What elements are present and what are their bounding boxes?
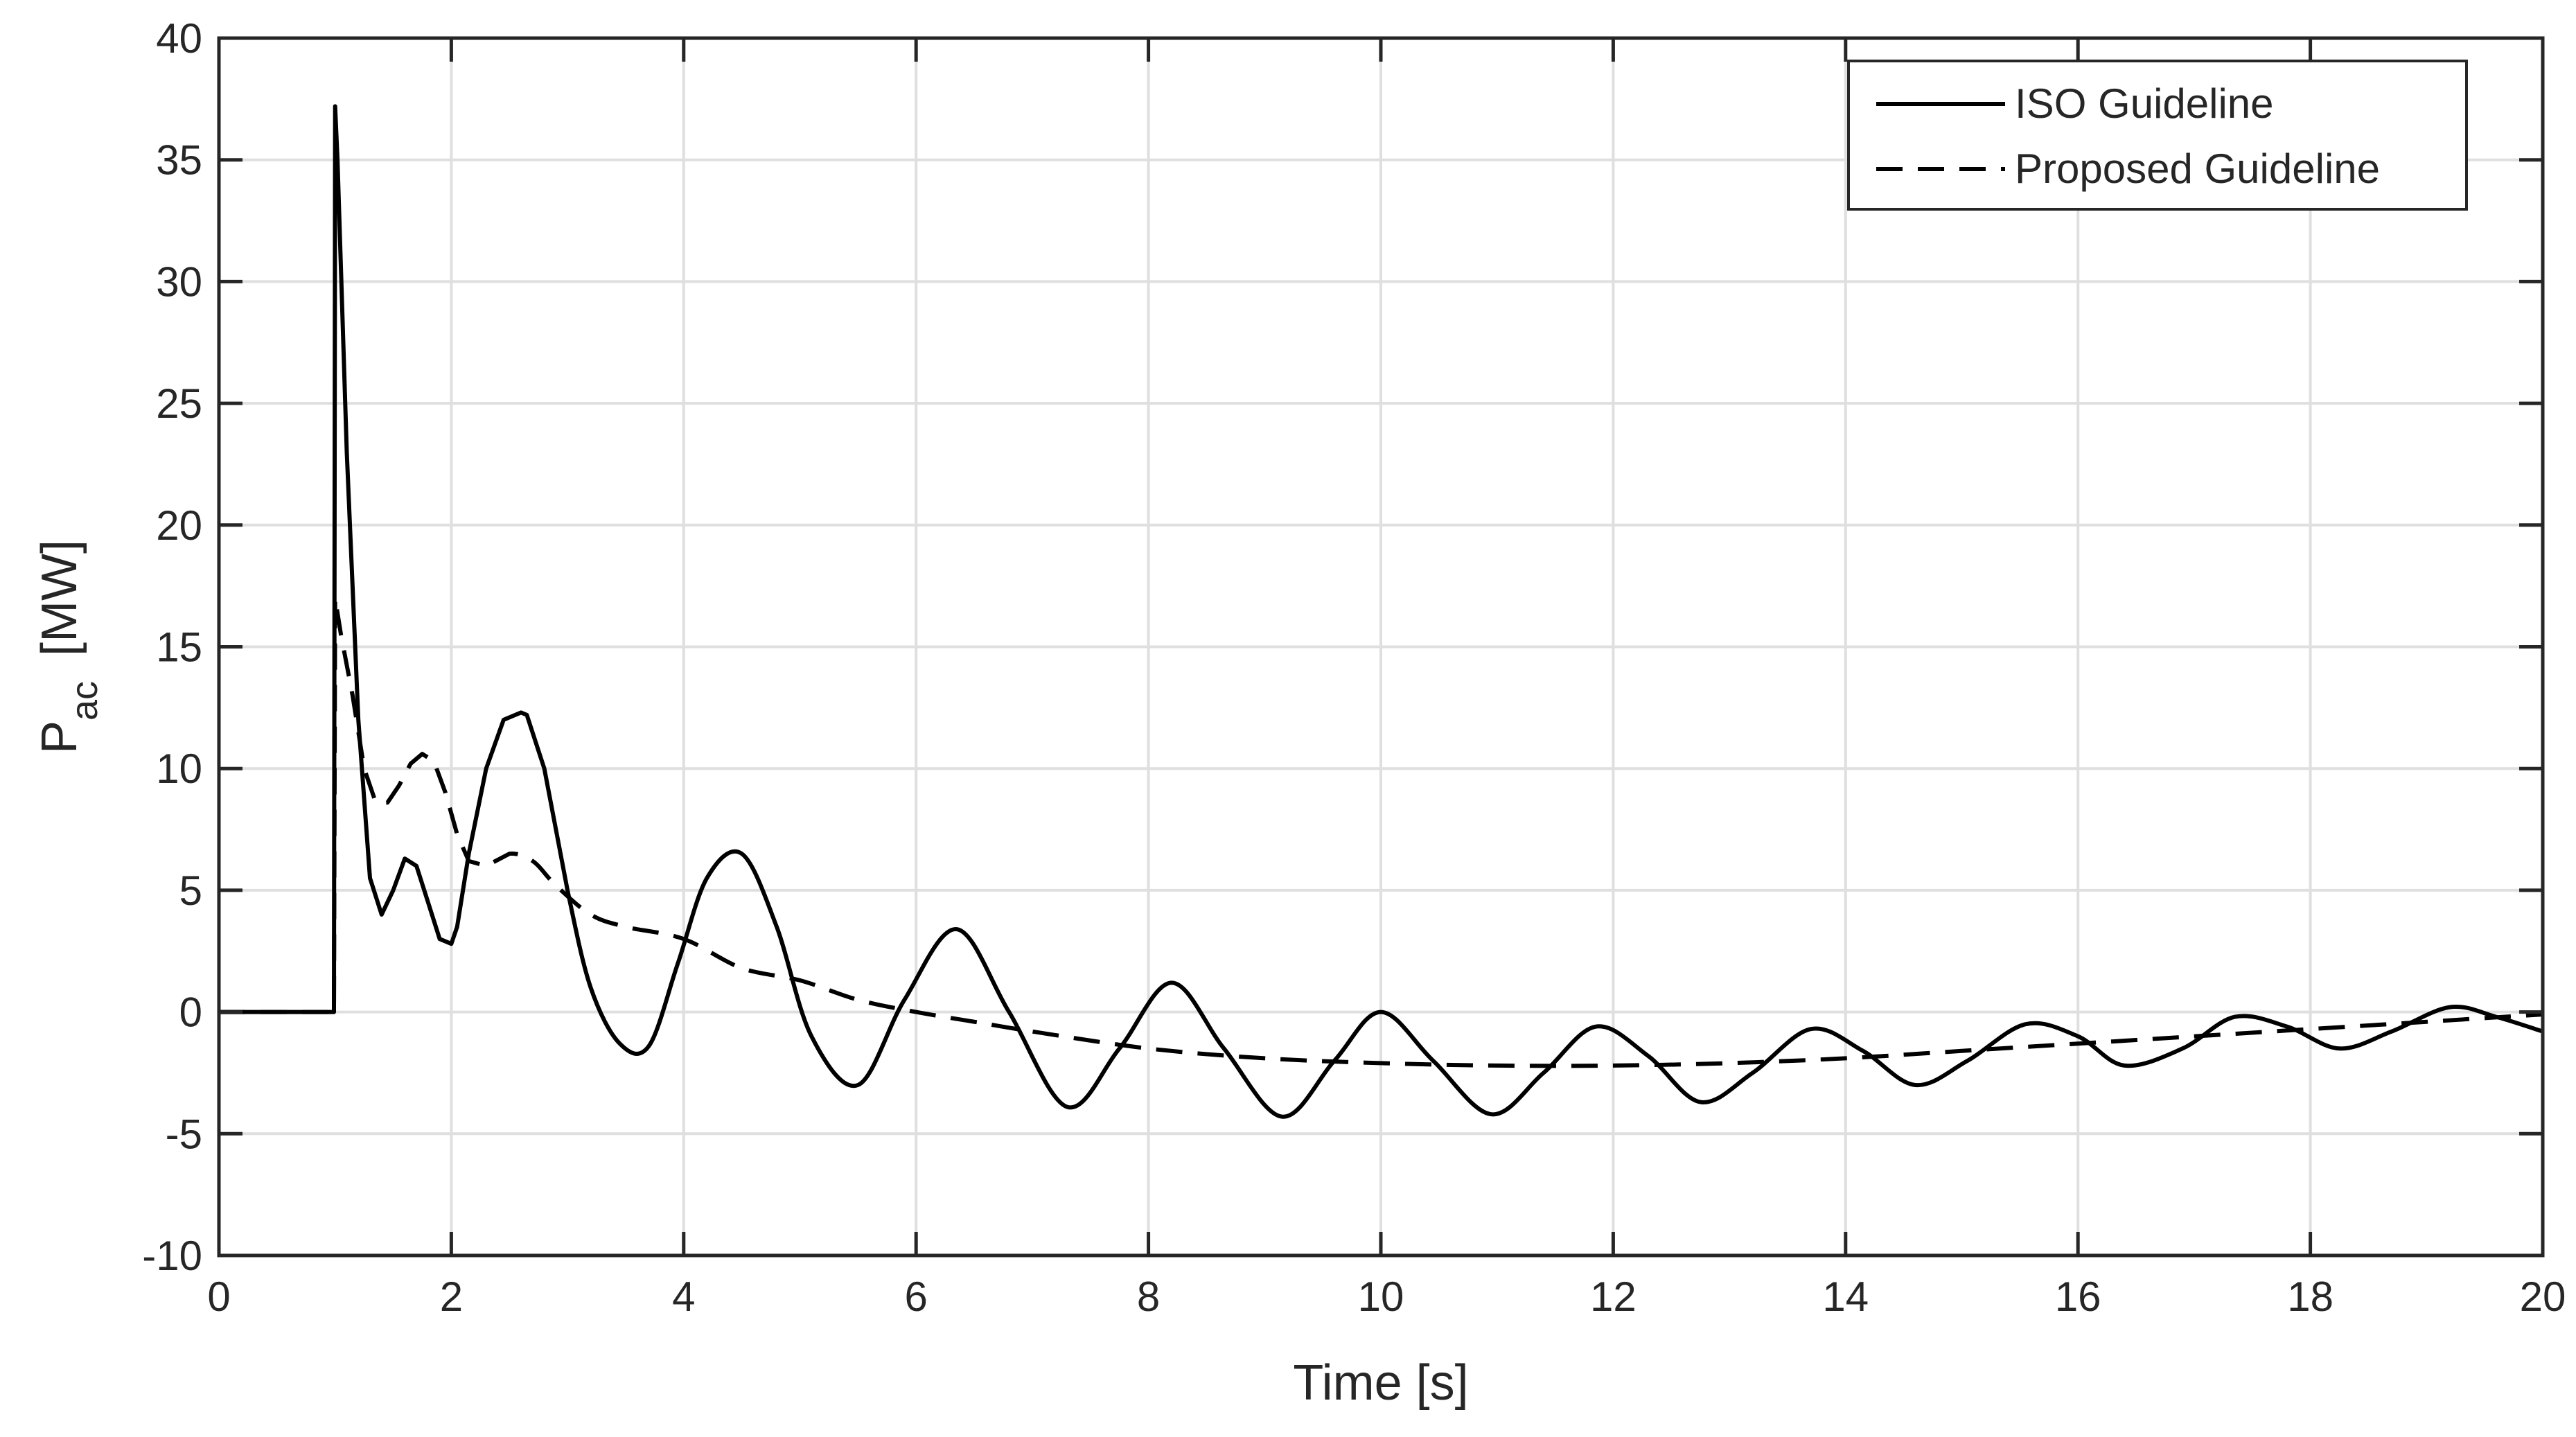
x-tick-label: 12 xyxy=(1590,1273,1637,1320)
legend-box xyxy=(1847,60,2468,211)
x-tick-label: 8 xyxy=(1137,1273,1160,1320)
y-tick-label: 40 xyxy=(156,15,202,62)
legend-label-iso-guideline: ISO Guideline xyxy=(2015,80,2274,127)
x-tick-label: 2 xyxy=(440,1273,463,1320)
x-tick-label: 0 xyxy=(207,1273,230,1320)
x-tick-label: 18 xyxy=(2287,1273,2334,1320)
x-tick-label: 4 xyxy=(672,1273,695,1320)
y-axis-title-subscript: ac xyxy=(64,681,105,721)
y-axis-title-unit: [MW] xyxy=(32,540,87,656)
y-tick-label: 5 xyxy=(179,867,202,914)
x-tick-label: 6 xyxy=(905,1273,928,1320)
x-tick-label: 10 xyxy=(1358,1273,1404,1320)
legend-label-proposed-guideline: Proposed Guideline xyxy=(2015,146,2380,192)
axis-tick-labels: 0 2 4 6 8 10 12 14 16 18 20 -10 -5 0 5 10 15 20 25 30 35 40 xyxy=(142,15,2566,1320)
y-tick-label: 20 xyxy=(156,502,202,549)
x-tick-label: 16 xyxy=(2055,1273,2101,1320)
y-tick-label: 30 xyxy=(156,258,202,305)
y-tick-label: 0 xyxy=(179,989,202,1036)
y-tick-label: -10 xyxy=(142,1233,202,1279)
y-axis-title-base: P xyxy=(32,721,87,754)
series-line-proposed-guideline xyxy=(219,596,2543,1068)
y-axis-title: Pac [MW] xyxy=(32,540,105,754)
series-lines xyxy=(219,104,2543,1119)
x-tick-label: 14 xyxy=(1822,1273,1869,1320)
legend: ISO Guideline Proposed Guideline xyxy=(1847,60,2468,211)
x-axis-title: Time [s] xyxy=(1293,1355,1468,1411)
y-tick-label: 35 xyxy=(156,137,202,184)
x-tick-label: 20 xyxy=(2520,1273,2566,1320)
y-tick-label: 15 xyxy=(156,624,202,671)
y-tick-label: 10 xyxy=(156,746,202,792)
y-tick-label: -5 xyxy=(166,1111,202,1157)
series-line-iso-guideline xyxy=(219,104,2543,1119)
axis-ticks xyxy=(217,36,2545,1258)
y-tick-label: 25 xyxy=(156,380,202,427)
